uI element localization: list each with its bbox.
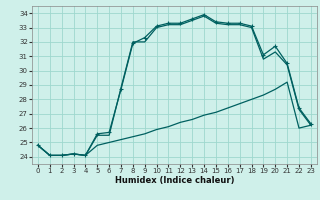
X-axis label: Humidex (Indice chaleur): Humidex (Indice chaleur) bbox=[115, 176, 234, 185]
